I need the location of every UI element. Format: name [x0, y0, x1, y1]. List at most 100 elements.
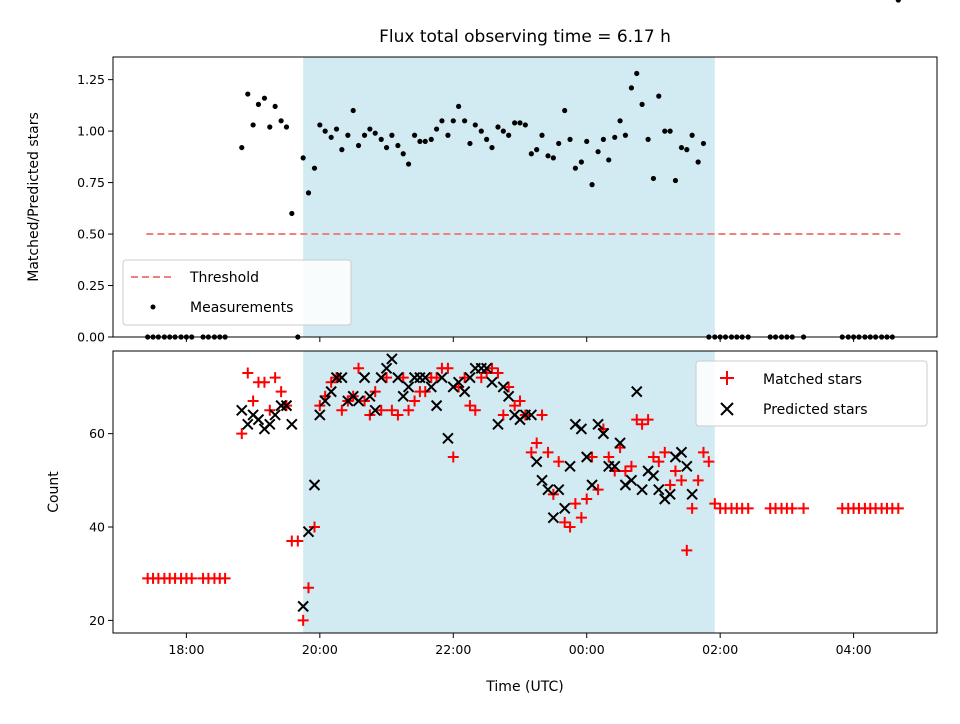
measurement-point: [478, 128, 484, 134]
measurement-point: [506, 132, 512, 138]
measurement-point: [467, 140, 473, 147]
y-tick-label: 0.75: [77, 175, 105, 190]
predicted-stars-points: [236, 354, 698, 613]
predicted-star-point: [464, 371, 476, 384]
measurement-point: [367, 126, 373, 132]
matched-star-point: [397, 372, 409, 384]
matched-star-point: [219, 572, 231, 584]
predicted-star-point: [575, 423, 588, 435]
measurement-point: [634, 70, 640, 77]
matched-star-point: [431, 372, 443, 384]
predicted-legend-marker: [720, 402, 734, 416]
matched-star-point: [403, 404, 415, 416]
matched-star-point: [603, 451, 615, 463]
measurement-point: [650, 175, 657, 182]
predicted-star-point: [442, 432, 454, 445]
x-axis-label: Time (UTC): [485, 679, 563, 695]
measurement-point: [684, 147, 690, 153]
measurement-point: [355, 142, 362, 149]
matched-star-point: [553, 456, 565, 468]
measurement-point: [456, 103, 462, 110]
measurement-point: [700, 140, 707, 147]
measurement-point: [339, 147, 345, 153]
predicted-star-point: [609, 460, 621, 473]
top-panel: 0.00 0.25 0.50 0.75 1.00 1.25 Matched/Predict…: [26, 0, 938, 345]
measurement-point: [278, 118, 284, 124]
predicted-star-point: [242, 418, 254, 431]
predicted-star-point: [236, 404, 248, 417]
predicted-star-point: [586, 479, 598, 491]
measurement-point: [472, 122, 478, 128]
matched-star-point: [497, 409, 509, 421]
predicted-star-point: [286, 418, 298, 431]
matched-star-point: [625, 460, 637, 472]
matched-star-point: [586, 451, 598, 463]
predicted-star-point: [252, 413, 265, 426]
measurement-point: [545, 153, 551, 159]
matched-star-point: [531, 437, 543, 449]
measurement-point: [556, 140, 562, 147]
measurement-point: [378, 136, 384, 142]
predicted-star-point: [402, 381, 415, 393]
measurement-point: [433, 126, 440, 132]
predicted-star-point: [375, 371, 387, 384]
predicted-star-point: [497, 381, 510, 393]
matched-star-point: [364, 409, 376, 421]
predicted-star-point: [358, 371, 371, 384]
predicted-star-point: [452, 376, 465, 388]
matched-star-point: [786, 502, 798, 514]
measurement-point: [612, 134, 618, 140]
matched-star-point: [653, 456, 665, 468]
predicted-star-point: [486, 376, 498, 388]
measurement-point: [895, 0, 901, 3]
matched-star-point: [325, 376, 337, 388]
matched-star-point: [242, 367, 254, 379]
predicted-star-point: [631, 385, 643, 398]
top-panel-x-ticks: [185, 337, 855, 342]
matched-star-point: [353, 362, 365, 374]
predicted-star-point: [430, 399, 443, 412]
y-tick-label: 0.00: [77, 330, 105, 345]
matched-star-point: [669, 465, 681, 477]
matched-star-point: [314, 400, 326, 412]
measurement-point: [572, 165, 578, 171]
predicted-star-point: [636, 483, 648, 496]
matched-star-point: [386, 404, 398, 416]
measurement-point: [617, 118, 623, 124]
predicted-star-point: [664, 488, 676, 501]
bottom-panel-y-ticks: 20 40 60: [89, 426, 113, 628]
y-tick-label: 40: [89, 520, 105, 535]
predicted-legend-label: Predicted stars: [763, 402, 868, 418]
top-panel-legend: Threshold Measurements: [122, 259, 352, 326]
measurement-point: [462, 118, 468, 124]
predicted-star-point: [492, 418, 504, 431]
predicted-star-point: [681, 460, 693, 473]
measurement-point: [411, 132, 418, 138]
y-tick-label: 1.00: [77, 124, 105, 139]
bottom-legend-box: [695, 360, 928, 427]
measurement-point: [267, 124, 273, 130]
y-tick-label: 1.25: [77, 72, 105, 87]
x-tick-label: 00:00: [569, 642, 605, 657]
matched-star-point: [798, 502, 810, 514]
matched-star-point: [686, 502, 698, 514]
measurement-point: [628, 85, 635, 91]
measurement-point: [600, 136, 606, 142]
measurement-point: [239, 144, 245, 151]
measurement-point: [512, 120, 518, 126]
predicted-star-point: [597, 427, 610, 440]
bottom-panel-frame: [112, 350, 938, 634]
measurement-point: [317, 122, 323, 128]
predicted-star-point: [280, 399, 293, 412]
measurement-point: [255, 101, 262, 107]
measurement-point: [300, 155, 306, 161]
measurement-point: [383, 144, 390, 151]
measurement-point: [389, 132, 395, 138]
predicted-star-point: [625, 474, 638, 487]
measurement-point: [500, 128, 506, 134]
measurement-point: [589, 182, 595, 188]
matched-star-point: [369, 386, 381, 398]
matched-star-point: [236, 428, 248, 440]
matched-star-point: [447, 451, 459, 463]
measurement-point: [595, 149, 601, 155]
